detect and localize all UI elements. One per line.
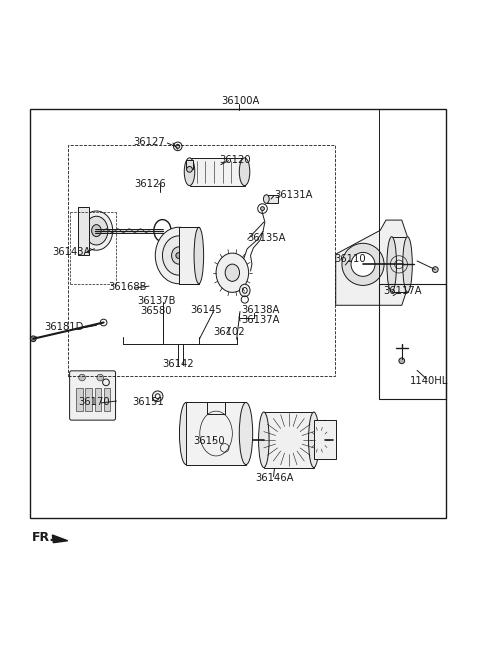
- Text: 36131A: 36131A: [275, 190, 313, 200]
- Ellipse shape: [180, 402, 193, 464]
- Bar: [207, 402, 225, 414]
- Ellipse shape: [321, 421, 329, 459]
- Circle shape: [187, 166, 192, 172]
- Ellipse shape: [92, 224, 101, 237]
- Text: FR.: FR.: [32, 531, 55, 544]
- Ellipse shape: [242, 288, 247, 293]
- Ellipse shape: [387, 237, 396, 292]
- Ellipse shape: [225, 264, 240, 281]
- Bar: [186, 402, 246, 464]
- Ellipse shape: [309, 412, 319, 468]
- Circle shape: [176, 253, 181, 259]
- Ellipse shape: [264, 195, 269, 203]
- Text: 1140HL: 1140HL: [409, 376, 448, 386]
- Bar: [266, 195, 278, 203]
- Text: 36150: 36150: [193, 436, 225, 446]
- Bar: [179, 227, 199, 284]
- Circle shape: [79, 374, 85, 381]
- Ellipse shape: [403, 237, 412, 292]
- Circle shape: [399, 358, 405, 364]
- Bar: [85, 388, 92, 411]
- FancyBboxPatch shape: [70, 371, 116, 420]
- Ellipse shape: [153, 391, 163, 401]
- Text: 36142: 36142: [162, 359, 193, 369]
- Text: 36181D: 36181D: [45, 322, 84, 332]
- Text: 36110: 36110: [334, 254, 366, 264]
- Text: 36151: 36151: [132, 397, 164, 407]
- Text: 36168B: 36168B: [108, 282, 147, 292]
- Bar: [76, 388, 83, 411]
- Circle shape: [342, 243, 384, 286]
- Ellipse shape: [176, 144, 180, 148]
- Ellipse shape: [194, 227, 204, 284]
- Bar: [68, 145, 335, 376]
- Ellipse shape: [171, 247, 186, 264]
- Text: 36146A: 36146A: [255, 473, 294, 483]
- Text: 36135A: 36135A: [248, 233, 286, 243]
- Text: 36100A: 36100A: [221, 96, 259, 106]
- Ellipse shape: [216, 253, 249, 292]
- Bar: [186, 160, 193, 170]
- Text: 36127: 36127: [133, 137, 165, 146]
- Text: 36126: 36126: [134, 179, 166, 189]
- Ellipse shape: [80, 211, 113, 250]
- Ellipse shape: [259, 412, 269, 468]
- Text: 36117A: 36117A: [384, 286, 422, 296]
- Ellipse shape: [240, 284, 250, 297]
- Bar: [190, 158, 244, 186]
- Text: 36138A: 36138A: [241, 305, 279, 315]
- Text: 36137A: 36137A: [241, 315, 279, 324]
- Text: 36580: 36580: [141, 306, 172, 316]
- Bar: [104, 388, 110, 411]
- Text: 36170: 36170: [79, 397, 110, 407]
- Text: 36145: 36145: [191, 305, 222, 315]
- Bar: [78, 206, 89, 255]
- Bar: [95, 388, 101, 411]
- Bar: [30, 109, 446, 518]
- Ellipse shape: [85, 216, 108, 245]
- Ellipse shape: [240, 158, 250, 186]
- Text: 36102: 36102: [214, 327, 245, 337]
- Text: 36143A: 36143A: [52, 246, 91, 257]
- Ellipse shape: [156, 227, 202, 284]
- Ellipse shape: [156, 394, 160, 399]
- Circle shape: [261, 206, 264, 210]
- Ellipse shape: [240, 402, 252, 464]
- Text: 36120: 36120: [219, 155, 251, 164]
- Ellipse shape: [162, 236, 195, 275]
- Circle shape: [97, 374, 104, 381]
- Bar: [392, 237, 408, 292]
- Circle shape: [432, 267, 438, 272]
- Text: 36137B: 36137B: [137, 297, 176, 306]
- Ellipse shape: [184, 158, 195, 186]
- Bar: [264, 412, 314, 468]
- Bar: [314, 421, 336, 459]
- Circle shape: [30, 336, 36, 342]
- Ellipse shape: [173, 142, 182, 151]
- Circle shape: [351, 252, 375, 276]
- Bar: [379, 284, 446, 399]
- Polygon shape: [52, 535, 68, 542]
- Polygon shape: [336, 220, 408, 305]
